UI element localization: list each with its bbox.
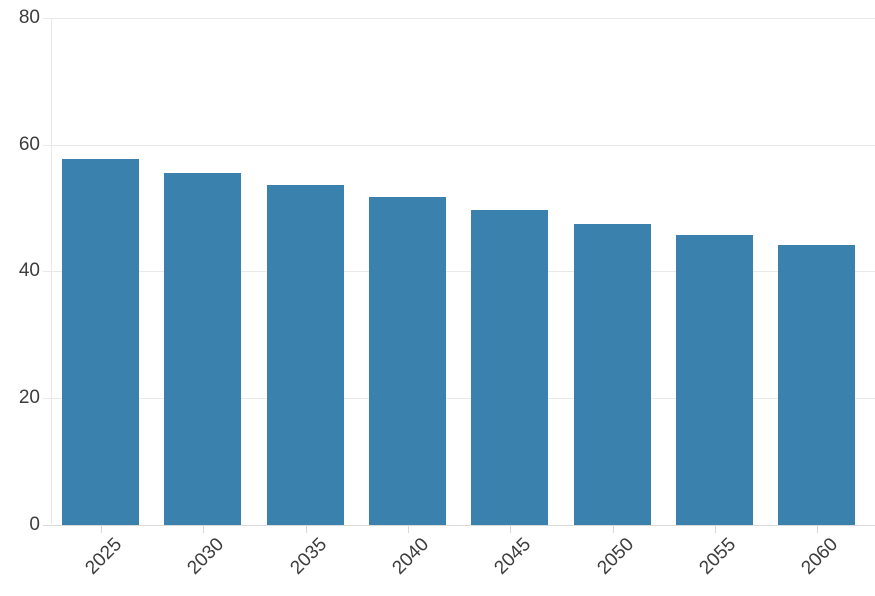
- gridline-y-80: [43, 18, 875, 19]
- x-tick-label-2025: 2025: [81, 534, 126, 579]
- x-tick-mark-2050: [613, 526, 614, 533]
- y-tick-label-40: 40: [18, 260, 40, 281]
- x-tick-mark-2035: [306, 526, 307, 533]
- x-tick-label-2055: 2055: [695, 534, 740, 579]
- bar-2030: [164, 173, 241, 525]
- bar-2060: [778, 245, 855, 525]
- bar-2025: [62, 159, 139, 525]
- bar-2040: [369, 197, 446, 525]
- y-tick-label-20: 20: [18, 387, 40, 408]
- x-axis-line: [43, 525, 875, 526]
- y-axis-line: [51, 18, 52, 524]
- bar-2050: [574, 224, 651, 525]
- x-tick-mark-2045: [510, 526, 511, 533]
- x-tick-label-2040: 2040: [388, 534, 433, 579]
- bar-2045: [471, 210, 548, 525]
- x-tick-mark-2060: [817, 526, 818, 533]
- y-tick-mark-0: [43, 525, 51, 526]
- y-tick-label-60: 60: [18, 134, 40, 155]
- x-tick-mark-2040: [408, 526, 409, 533]
- x-tick-label-2035: 2035: [286, 534, 331, 579]
- bar-2055: [676, 235, 753, 525]
- x-tick-mark-2055: [715, 526, 716, 533]
- x-tick-label-2060: 2060: [797, 534, 842, 579]
- gridline-y-60: [43, 145, 875, 146]
- bar-2035: [267, 185, 344, 525]
- x-tick-label-2045: 2045: [490, 534, 535, 579]
- y-tick-label-0: 0: [29, 514, 40, 535]
- y-tick-label-80: 80: [18, 7, 40, 28]
- x-tick-label-2050: 2050: [593, 534, 638, 579]
- x-tick-mark-2030: [203, 526, 204, 533]
- x-tick-label-2030: 2030: [183, 534, 228, 579]
- x-tick-mark-2025: [101, 526, 102, 533]
